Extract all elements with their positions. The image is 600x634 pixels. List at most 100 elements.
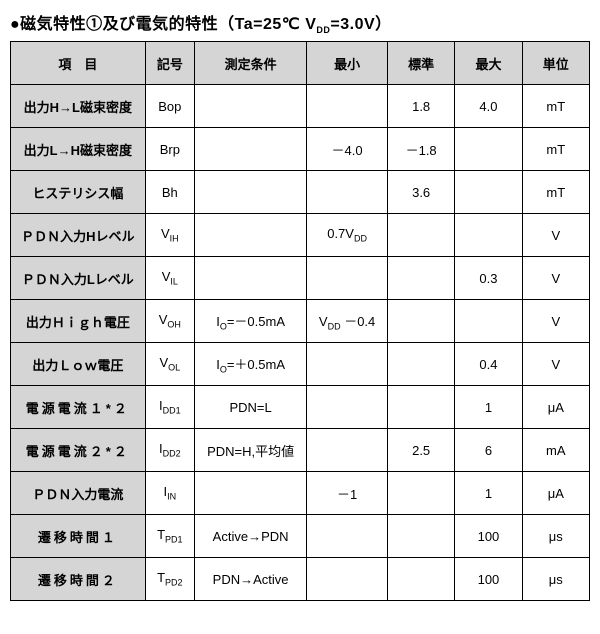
cell-unit: V xyxy=(522,214,589,257)
cell-min: VDD －0.4 xyxy=(307,300,388,343)
cell-min xyxy=(307,558,388,601)
cell-item: ヒステリシス幅 xyxy=(11,171,146,214)
cell-condition: PDN=L xyxy=(195,386,307,429)
cell-symbol: IDD2 xyxy=(145,429,194,472)
table-row: 電源電流２*２IDD2PDN=H,平均値2.56mA xyxy=(11,429,590,472)
table-row: 出力Ｈｉｇｈ電圧VOHIO=－0.5mAVDD －0.4V xyxy=(11,300,590,343)
cell-typ: 2.5 xyxy=(387,429,454,472)
cell-item: 遷移時間２ xyxy=(11,558,146,601)
cell-item: ＰＤＮ入力Hレベル xyxy=(11,214,146,257)
cell-typ xyxy=(387,386,454,429)
table-row: ＰＤＮ入力電流IIN －1 1μA xyxy=(11,472,590,515)
cell-min: －1 xyxy=(307,472,388,515)
table-row: ＰＤＮ入力LレベルVIL0.3V xyxy=(11,257,590,300)
cell-symbol: Bop xyxy=(145,85,194,128)
cell-symbol: Brp xyxy=(145,128,194,171)
cell-condition: Active→PDN xyxy=(195,515,307,558)
cell-condition xyxy=(195,171,307,214)
cell-item: ＰＤＮ入力Lレベル xyxy=(11,257,146,300)
cell-max: 1 xyxy=(455,472,522,515)
cell-min xyxy=(307,171,388,214)
cell-symbol: VOH xyxy=(145,300,194,343)
header-item: 項 目 xyxy=(11,42,146,85)
cell-unit: mT xyxy=(522,85,589,128)
cell-typ: －1.8 xyxy=(387,128,454,171)
cell-unit: V xyxy=(522,257,589,300)
cell-unit: μs xyxy=(522,515,589,558)
cell-min xyxy=(307,257,388,300)
cell-min xyxy=(307,429,388,472)
cell-symbol: IIN xyxy=(145,472,194,515)
cell-max: 100 xyxy=(455,558,522,601)
table-row: 出力H→L磁束密度Bop1.84.0mT xyxy=(11,85,590,128)
cell-condition xyxy=(195,128,307,171)
cell-item: 出力L→H磁束密度 xyxy=(11,128,146,171)
title-sub-dd: DD xyxy=(316,25,330,35)
cell-condition xyxy=(195,472,307,515)
cell-typ xyxy=(387,300,454,343)
cell-max xyxy=(455,171,522,214)
cell-item: 出力Ｈｉｇｈ電圧 xyxy=(11,300,146,343)
cell-item: ＰＤＮ入力電流 xyxy=(11,472,146,515)
cell-max: 0.4 xyxy=(455,343,522,386)
header-unit: 単位 xyxy=(522,42,589,85)
table-row: 遷移時間１TPD1Active→PDN 100μs xyxy=(11,515,590,558)
cell-min xyxy=(307,515,388,558)
cell-unit: μA xyxy=(522,472,589,515)
cell-max: 4.0 xyxy=(455,85,522,128)
cell-typ xyxy=(387,343,454,386)
cell-min: 0.7VDD xyxy=(307,214,388,257)
cell-unit: V xyxy=(522,300,589,343)
cell-unit: mT xyxy=(522,128,589,171)
cell-min xyxy=(307,386,388,429)
header-symbol: 記号 xyxy=(145,42,194,85)
header-min: 最小 xyxy=(307,42,388,85)
cell-max: 1 xyxy=(455,386,522,429)
title-suffix: =3.0V） xyxy=(330,16,391,33)
cell-symbol: VIL xyxy=(145,257,194,300)
table-row: 遷移時間２TPD2PDN→Active 100μs xyxy=(11,558,590,601)
cell-symbol: IDD1 xyxy=(145,386,194,429)
cell-symbol: VOL xyxy=(145,343,194,386)
table-body: 出力H→L磁束密度Bop1.84.0mT出力L→H磁束密度Brp－4.0－1.8… xyxy=(11,85,590,601)
cell-item: 遷移時間１ xyxy=(11,515,146,558)
table-row: ヒステリシス幅Bh 3.6 mT xyxy=(11,171,590,214)
header-typ: 標準 xyxy=(387,42,454,85)
cell-symbol: VIH xyxy=(145,214,194,257)
cell-symbol: Bh xyxy=(145,171,194,214)
cell-typ xyxy=(387,257,454,300)
cell-item: 電源電流２*２ xyxy=(11,429,146,472)
cell-unit: μA xyxy=(522,386,589,429)
header-max: 最大 xyxy=(455,42,522,85)
cell-symbol: TPD1 xyxy=(145,515,194,558)
cell-symbol: TPD2 xyxy=(145,558,194,601)
cell-typ xyxy=(387,214,454,257)
cell-condition xyxy=(195,85,307,128)
cell-item: 出力Ｌｏｗ電圧 xyxy=(11,343,146,386)
cell-condition xyxy=(195,214,307,257)
cell-max xyxy=(455,214,522,257)
cell-condition: PDN→Active xyxy=(195,558,307,601)
cell-typ xyxy=(387,558,454,601)
cell-max xyxy=(455,300,522,343)
header-cond: 測定条件 xyxy=(195,42,307,85)
table-row: ＰＤＮ入力HレベルVIH 0.7VDD V xyxy=(11,214,590,257)
spec-table: 項 目 記号 測定条件 最小 標準 最大 単位 出力H→L磁束密度Bop1.84… xyxy=(10,41,590,601)
title-prefix: ●磁気特性①及び電気的特性（Ta=25℃ V xyxy=(10,16,316,33)
cell-typ xyxy=(387,472,454,515)
cell-min xyxy=(307,85,388,128)
cell-max: 100 xyxy=(455,515,522,558)
cell-condition: PDN=H,平均値 xyxy=(195,429,307,472)
cell-min: －4.0 xyxy=(307,128,388,171)
cell-typ: 3.6 xyxy=(387,171,454,214)
table-row: 出力L→H磁束密度Brp －4.0－1.8 mT xyxy=(11,128,590,171)
table-row: 電源電流１*２IDD1PDN=L 1μA xyxy=(11,386,590,429)
cell-unit: μs xyxy=(522,558,589,601)
cell-condition: IO=＋0.5mA xyxy=(195,343,307,386)
cell-item: 電源電流１*２ xyxy=(11,386,146,429)
cell-typ: 1.8 xyxy=(387,85,454,128)
cell-condition xyxy=(195,257,307,300)
cell-max xyxy=(455,128,522,171)
cell-unit: mT xyxy=(522,171,589,214)
table-title: ●磁気特性①及び電気的特性（Ta=25℃ VDD=3.0V） xyxy=(10,10,590,35)
